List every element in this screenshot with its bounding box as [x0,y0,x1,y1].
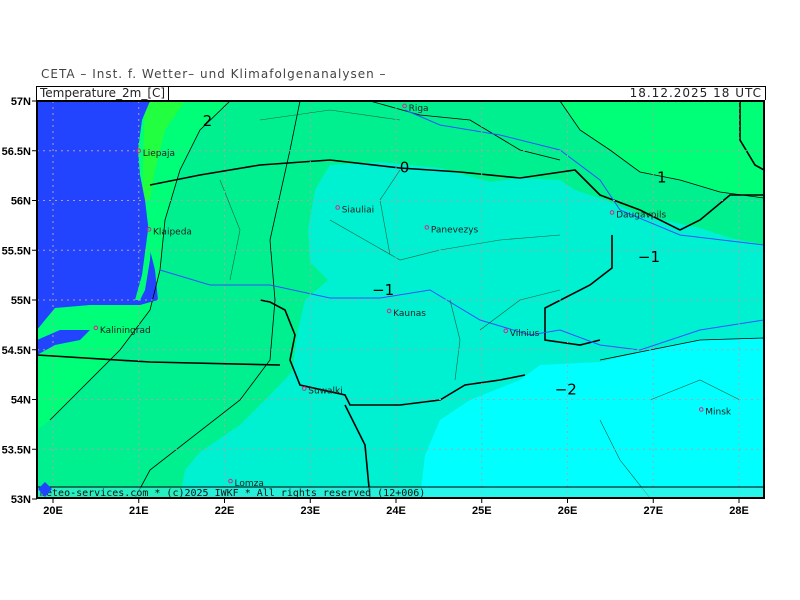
city-label: Riga [409,104,429,114]
lat-tick-label: 54.5N [2,345,31,357]
lat-tick-label: 56N [11,196,31,208]
city-label: Kaunas [393,309,426,319]
lat-tick-label: 55N [11,295,31,307]
city-marker [136,148,142,154]
city-marker [228,478,233,484]
city-marker [301,386,307,391]
contour-label: 2 [203,112,213,130]
city-label: Suwalki [308,387,343,397]
lon-tick-label: 27E [643,505,663,517]
lat-tick-label: 57N [11,96,31,108]
lon-tick-label: 24E [386,505,406,517]
lat-tick-label: 56.5N [2,146,31,158]
city-marker [424,225,430,230]
city-label: Lomza [235,479,264,489]
country-border [37,101,764,498]
lagoon [37,330,90,355]
city-marker [402,103,407,109]
lat-tick-label: 53.5N [2,444,31,456]
city-marker [503,328,509,334]
rivers [159,109,764,351]
lat-tick-label: 53N [11,494,31,506]
city-label: Siauliai [342,205,374,215]
city-marker [335,205,340,210]
contour-label: −2 [555,381,577,399]
city-marker [146,227,152,232]
contour-label: −1 [372,281,394,299]
valid-time: 18.12.2025 18 UTC [629,86,762,100]
city-label: Vilnius [510,329,540,339]
institute-header: CETA – Inst. f. Wetter– und Klimafolgena… [41,67,387,81]
title-bar: Temperature_2m_[C] 18.12.2025 18 UTC [36,86,766,100]
city-label: Liepaja [143,149,175,159]
lat-grid [37,101,764,498]
city-label: Kaliningrad [100,326,151,336]
city-marker [698,407,704,412]
city-label: Minsk [705,407,732,417]
region-1-to-2 [560,101,764,198]
sea [37,101,158,330]
curonian-lagoon [135,230,152,300]
lat-tick-label: 54N [11,395,31,407]
lat-tick-label: 55.5N [2,245,31,257]
lon-tick-label: 25E [472,505,492,517]
region-below-m2 [420,338,764,498]
footer-bar [37,487,764,498]
lon-tick-label: 22E [215,505,235,517]
city-label: Klaipeda [153,227,192,237]
city-label: Daugavpils [616,210,666,220]
variable-label: Temperature_2m_[C] [40,86,170,100]
city-marker [609,210,615,215]
lon-tick-label: 26E [558,505,578,517]
city-marker [386,308,392,314]
lon-tick-label: 20E [43,505,63,517]
city-label: Panevezys [431,225,479,235]
lon-tick-label: 23E [300,505,320,517]
logo-diamond [38,482,52,497]
region-above-2 [142,101,185,200]
contour-label: 1 [657,169,667,187]
lon-tick-label: 28E [729,505,749,517]
contour-label: 0 [400,159,410,177]
copyright-text: meteo-services.com * (c)2025 IWKF * All … [40,488,425,499]
lon-tick-label: 21E [129,505,149,517]
city-marker [93,325,99,331]
contour-label: −1 [638,248,660,266]
